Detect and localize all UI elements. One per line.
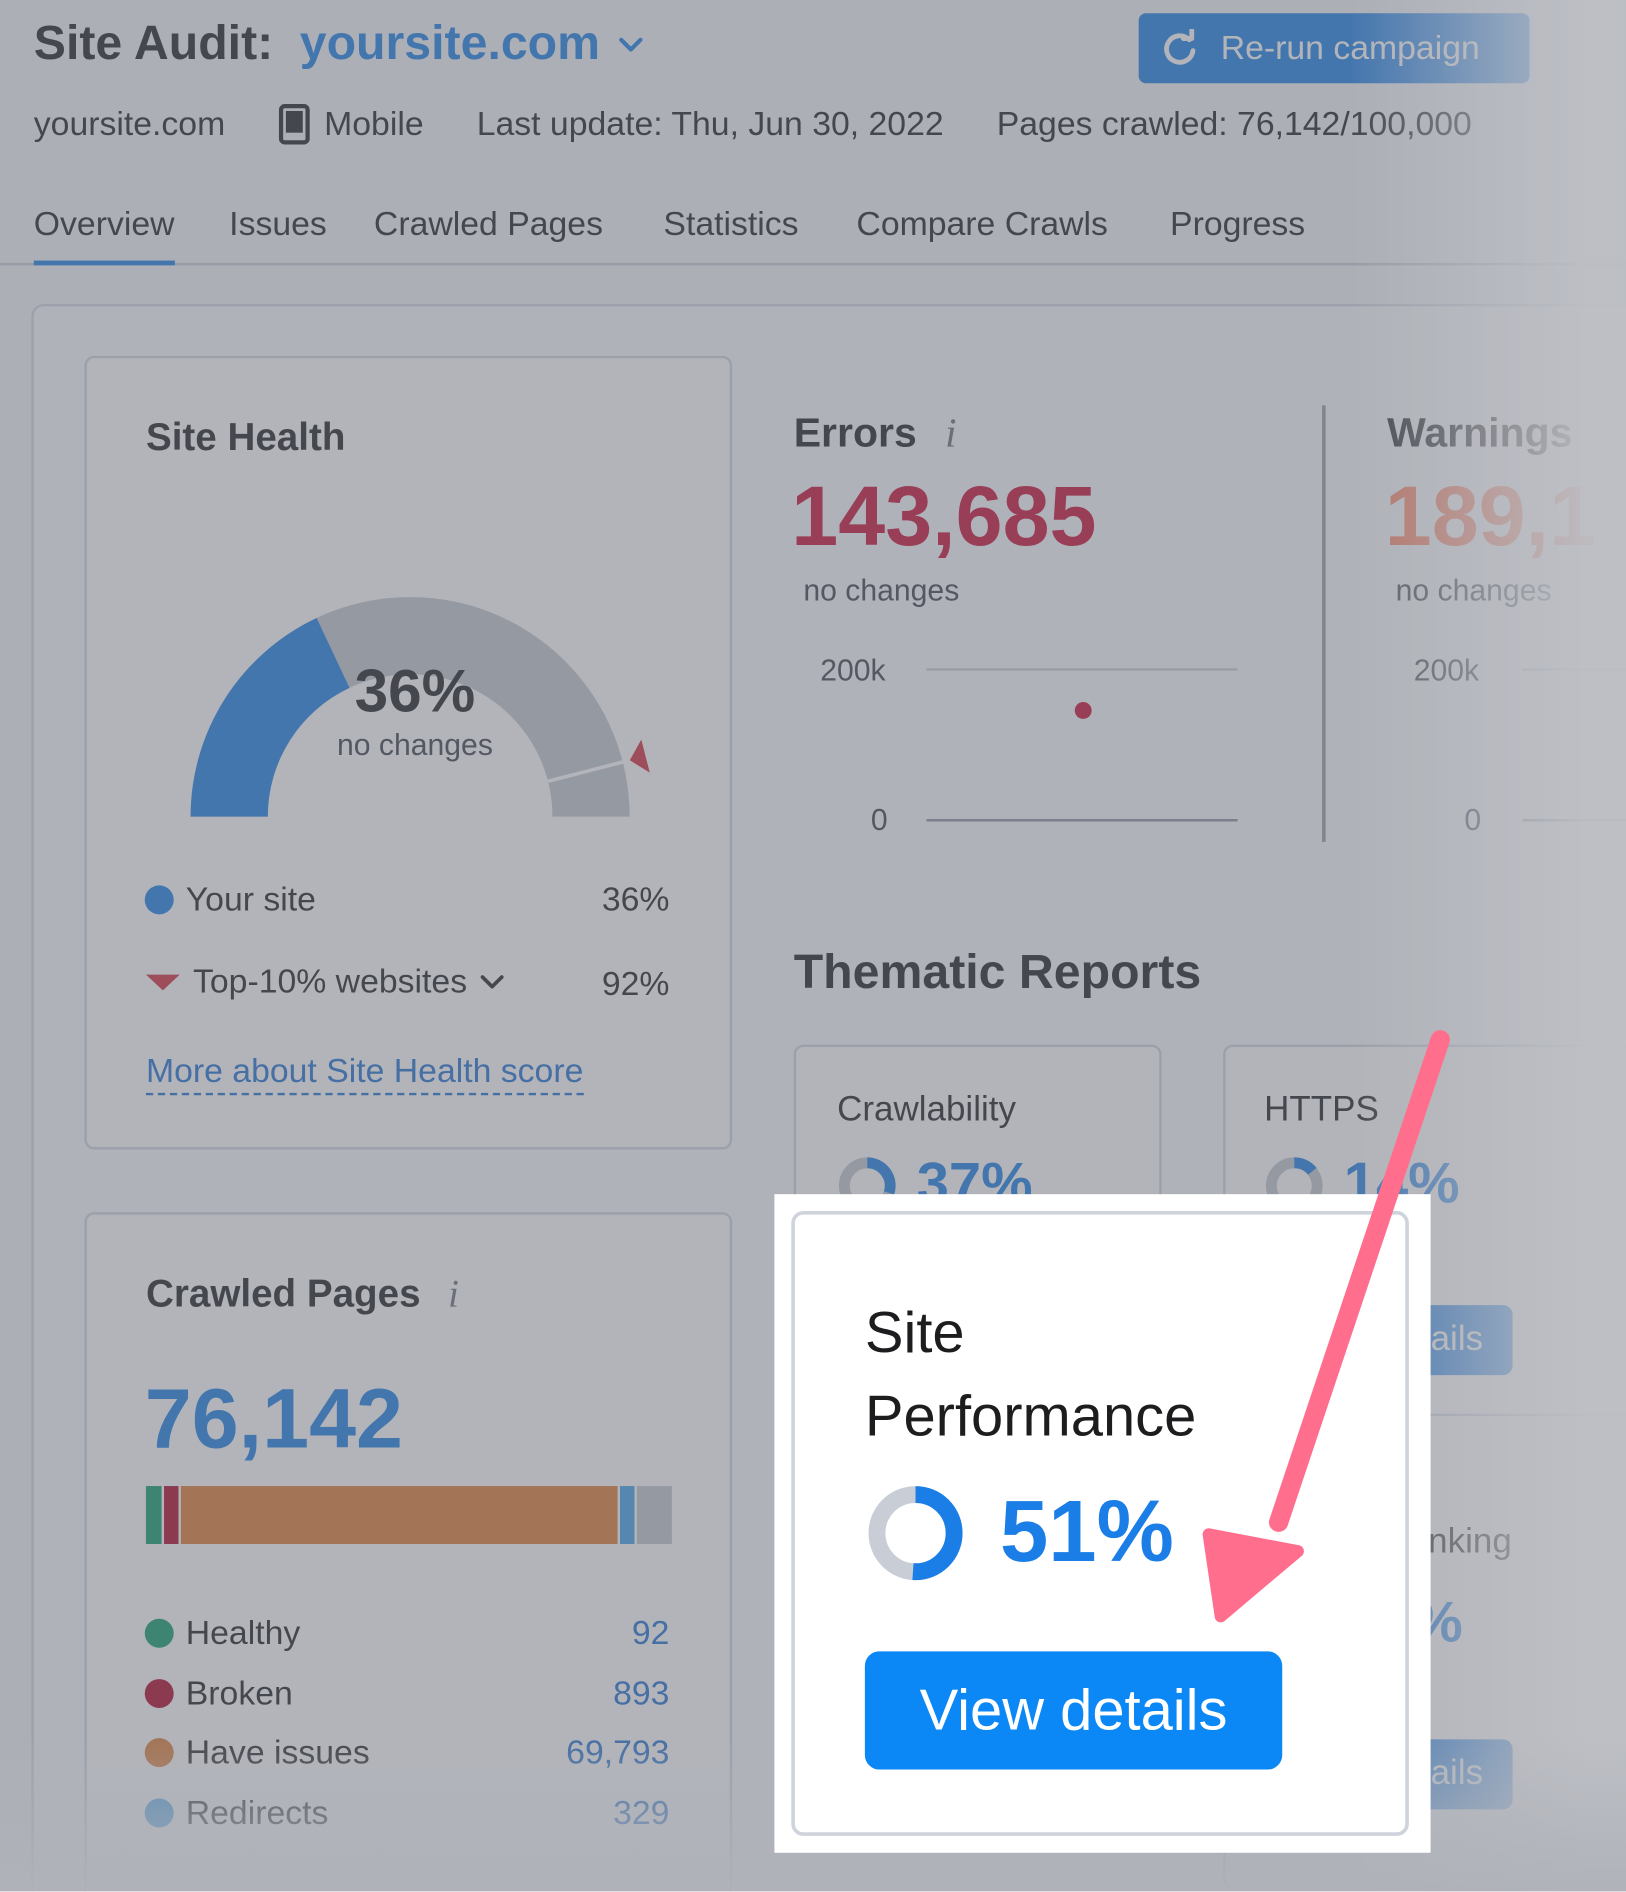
view-details-button[interactable]: View details bbox=[864, 1651, 1283, 1770]
site-performance-percent: 51% bbox=[999, 1483, 1174, 1581]
ring-fill bbox=[868, 1486, 963, 1581]
site-performance-card[interactable]: Site Performance 51% View details bbox=[791, 1211, 1409, 1836]
site-performance-ring-icon bbox=[868, 1486, 963, 1581]
site-performance-title: Site Performance bbox=[864, 1301, 1197, 1449]
